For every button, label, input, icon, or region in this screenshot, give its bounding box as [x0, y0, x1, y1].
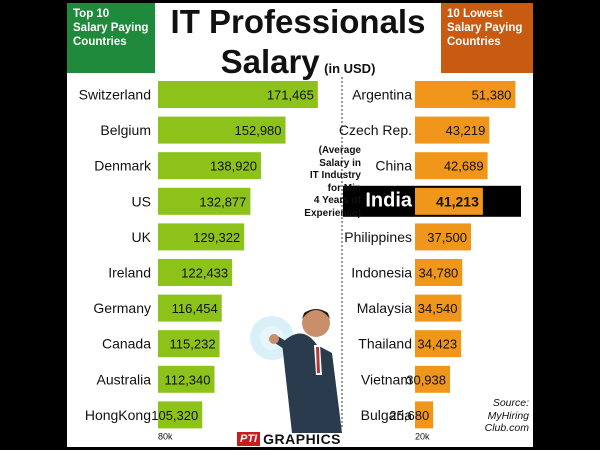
- top10-value-label: 129,322: [193, 230, 240, 245]
- note-line: 4 Years of: [313, 195, 361, 206]
- lowest10-value-label: 25,680: [389, 408, 429, 423]
- lowest10-category-label: Vietnam: [361, 371, 412, 387]
- top-10-tag-line: Countries: [73, 36, 127, 48]
- note-line: Experience): [304, 207, 361, 219]
- lowest10-value-label: 37,500: [427, 230, 467, 245]
- lowest-10-tag-line: Salary Paying: [447, 22, 523, 34]
- average-salary-note: (Average Salary in IT Industry for Min 4…: [303, 145, 361, 220]
- top10-bar: [158, 187, 251, 215]
- top10-bar: [158, 401, 203, 429]
- lowest-10-tag: 10 Lowest Salary Paying Countries: [441, 3, 533, 73]
- note-line: Salary in: [319, 157, 361, 169]
- lowest10-value-label: 34,423: [417, 337, 457, 352]
- top10-value-label: 122,433: [181, 266, 228, 281]
- top10-category-label: Australia: [97, 371, 152, 387]
- lowest10-bar: [415, 259, 463, 286]
- main-title: IT Professionals: [170, 3, 426, 40]
- top10-category-label: Switzerland: [79, 87, 151, 103]
- lowest10-category-label: Philippines: [344, 229, 412, 245]
- top10-category-label: US: [132, 193, 151, 209]
- lowest10-bar: [415, 152, 488, 180]
- top10-bar: [158, 223, 245, 251]
- top10-value-label: 115,232: [170, 337, 216, 352]
- lowest10-value-label: 34,540: [418, 301, 458, 316]
- top10-bar: [158, 294, 222, 322]
- lowest10-bar: [415, 365, 451, 393]
- top10-value-label: 132,877: [199, 194, 246, 209]
- top10-category-label: Ireland: [108, 265, 151, 281]
- top10-category-label: Belgium: [100, 122, 151, 138]
- top-10-tag: Top 10 Salary Paying Countries: [67, 3, 155, 73]
- lowest10-value-label: 51,380: [472, 88, 512, 103]
- lowest10-bar: [415, 294, 462, 322]
- title-unit: (in USD): [324, 61, 376, 76]
- top-10-tag-line: Top 10: [73, 8, 110, 20]
- lowest10-category-label: Argentina: [352, 87, 412, 103]
- top10-bar: [158, 81, 318, 108]
- top10-category-label: Denmark: [94, 158, 152, 174]
- lowest10-value-label: 42,689: [444, 159, 484, 174]
- businessman-illustration: [250, 309, 342, 433]
- lowest10-category-label: China: [375, 158, 412, 174]
- top10-bar: [158, 365, 215, 393]
- top10-bar: [158, 116, 286, 144]
- lowest10-value-label: 30,938: [406, 372, 446, 387]
- infographic-card: Top 10 Salary Paying Countries IT Profes…: [67, 3, 533, 447]
- lowest-10-tag-line: Countries: [447, 36, 501, 48]
- lowest10-value-label: 34,780: [419, 266, 459, 281]
- lowest10-category-label: Czech Rep.: [339, 122, 412, 138]
- top10-value-label: 105,320: [151, 408, 198, 423]
- lowest10-value-label: 43,219: [446, 123, 486, 138]
- top10-category-label: HongKong: [85, 407, 151, 423]
- lowest-10-tag-line: 10 Lowest: [447, 8, 503, 20]
- lowest-10-chart: Argentina 51,380 Czech Rep. 43,219 China 42,6…: [339, 81, 521, 441]
- top10-category-label: Canada: [102, 336, 151, 352]
- lowest10-bar: [415, 187, 483, 215]
- pti-logo: PTI: [237, 432, 261, 446]
- note-line: (Average: [318, 145, 361, 156]
- top10-value-label: 171,465: [267, 88, 314, 103]
- top10-value-label: 152,980: [235, 123, 282, 138]
- top10-value-label: 138,920: [210, 159, 257, 174]
- source-line: Club.com: [484, 422, 529, 434]
- top10-axis-min-label: 80k: [158, 431, 173, 441]
- lowest10-bar: [415, 223, 471, 251]
- lowest10-bar: [415, 330, 462, 358]
- salary-bar-charts: Switzerland 171,465 Belgium 152,980 Denmark 1…: [79, 77, 521, 441]
- lowest10-bar: [415, 116, 490, 144]
- lowest10-value-label: 41,213: [436, 193, 479, 209]
- lowest10-category-label: Thailand: [358, 336, 412, 352]
- top-10-tag-line: Salary Paying: [73, 22, 149, 34]
- lowest10-category-label: India: [365, 189, 413, 211]
- note-line: for Min: [327, 182, 361, 194]
- top-10-chart: Switzerland 171,465 Belgium 152,980 Denmark 1…: [79, 81, 318, 441]
- lowest10-category-label: Indonesia: [351, 265, 412, 281]
- source-note: Source: MyHiring Club.com: [471, 397, 529, 435]
- top10-value-label: 112,340: [164, 372, 210, 387]
- lowest10-category-label: Bulgaria: [361, 407, 413, 423]
- source-line: Source:: [492, 397, 529, 409]
- lowest10-category-label: Malaysia: [357, 300, 412, 316]
- pti-graphics-credit: PTI GRAPHICS: [237, 431, 341, 447]
- note-line: IT Industry: [309, 170, 361, 181]
- lowest10-bar: [415, 81, 516, 108]
- lowest10-axis-min-label: 20k: [415, 431, 430, 441]
- top10-category-label: Germany: [93, 300, 151, 316]
- source-line: MyHiring: [487, 409, 529, 422]
- graphics-label: GRAPHICS: [263, 431, 342, 447]
- title-salary: Salary: [220, 43, 320, 80]
- top10-bar: [158, 330, 220, 358]
- top10-value-label: 116,454: [172, 301, 218, 316]
- sub-title: Salary (in USD): [157, 43, 439, 81]
- top10-bar: [158, 259, 233, 286]
- top10-category-label: UK: [132, 229, 152, 245]
- lowest10-bar: [415, 401, 434, 429]
- top10-bar: [158, 152, 261, 180]
